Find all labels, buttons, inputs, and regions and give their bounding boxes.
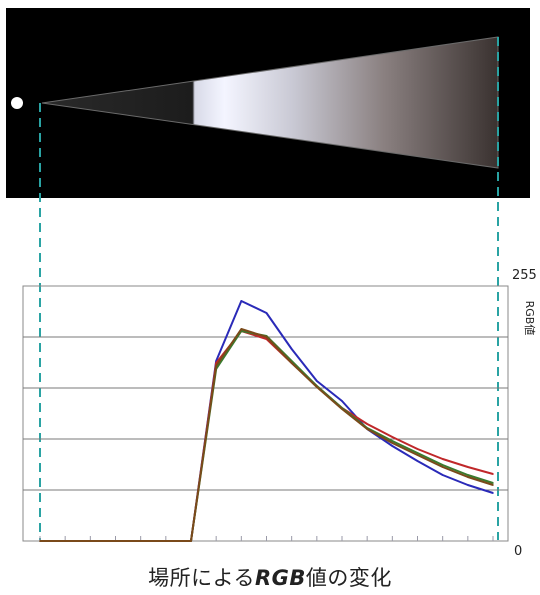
light-cone-illustration bbox=[6, 8, 530, 198]
data-point bbox=[391, 445, 394, 447]
data-point bbox=[89, 540, 92, 542]
data-point bbox=[492, 492, 494, 494]
data-point bbox=[467, 476, 469, 478]
grid-lines bbox=[23, 336, 508, 491]
data-point bbox=[341, 408, 343, 410]
data-point bbox=[290, 348, 293, 350]
chart: 255 0 RGB値 bbox=[22, 268, 537, 559]
data-point bbox=[391, 440, 394, 442]
light-beam bbox=[42, 37, 498, 168]
data-point bbox=[165, 540, 167, 542]
data-point bbox=[416, 454, 419, 456]
data-point bbox=[215, 362, 217, 364]
y-axis-title: RGB値 bbox=[523, 301, 536, 336]
data-point bbox=[492, 484, 494, 486]
data-point bbox=[366, 423, 368, 425]
series-line-3 bbox=[40, 330, 494, 542]
data-point bbox=[441, 474, 444, 476]
figure-caption: 場所によるRGB値の変化 bbox=[0, 562, 540, 592]
data-point bbox=[240, 300, 243, 302]
data-point bbox=[139, 540, 142, 542]
caption-prefix: 場所による bbox=[148, 566, 255, 590]
series-line-4 bbox=[40, 328, 494, 542]
data-point bbox=[441, 464, 444, 466]
plot-frame bbox=[22, 285, 509, 542]
data-point bbox=[265, 312, 268, 314]
data-point bbox=[416, 460, 419, 462]
data-point bbox=[467, 466, 469, 468]
data-point bbox=[492, 473, 494, 475]
data-point bbox=[441, 458, 444, 460]
data-point bbox=[114, 540, 117, 542]
y-min-label: 0 bbox=[514, 544, 522, 559]
data-point bbox=[441, 466, 444, 468]
caption-suffix: 値の変化 bbox=[305, 566, 392, 590]
data-point bbox=[416, 448, 419, 450]
data-point bbox=[416, 452, 419, 454]
caption-emphasis: RGB bbox=[254, 566, 306, 590]
data-point bbox=[467, 484, 469, 486]
series-group bbox=[39, 300, 494, 542]
data-point bbox=[265, 336, 268, 338]
y-max-label: 255 bbox=[512, 268, 537, 283]
data-point bbox=[391, 442, 394, 444]
data-point bbox=[492, 482, 494, 484]
data-point bbox=[366, 428, 368, 430]
data-point bbox=[290, 362, 293, 364]
data-point bbox=[240, 328, 243, 330]
data-point bbox=[39, 540, 41, 542]
light-source-dot bbox=[11, 97, 23, 109]
data-point bbox=[64, 540, 66, 542]
data-point bbox=[391, 436, 394, 438]
data-point bbox=[467, 474, 469, 476]
series-line-2 bbox=[40, 330, 494, 542]
data-point bbox=[341, 400, 343, 402]
data-point bbox=[316, 380, 318, 382]
data-point bbox=[190, 540, 192, 542]
data-point bbox=[316, 386, 318, 388]
data-point bbox=[215, 365, 217, 367]
